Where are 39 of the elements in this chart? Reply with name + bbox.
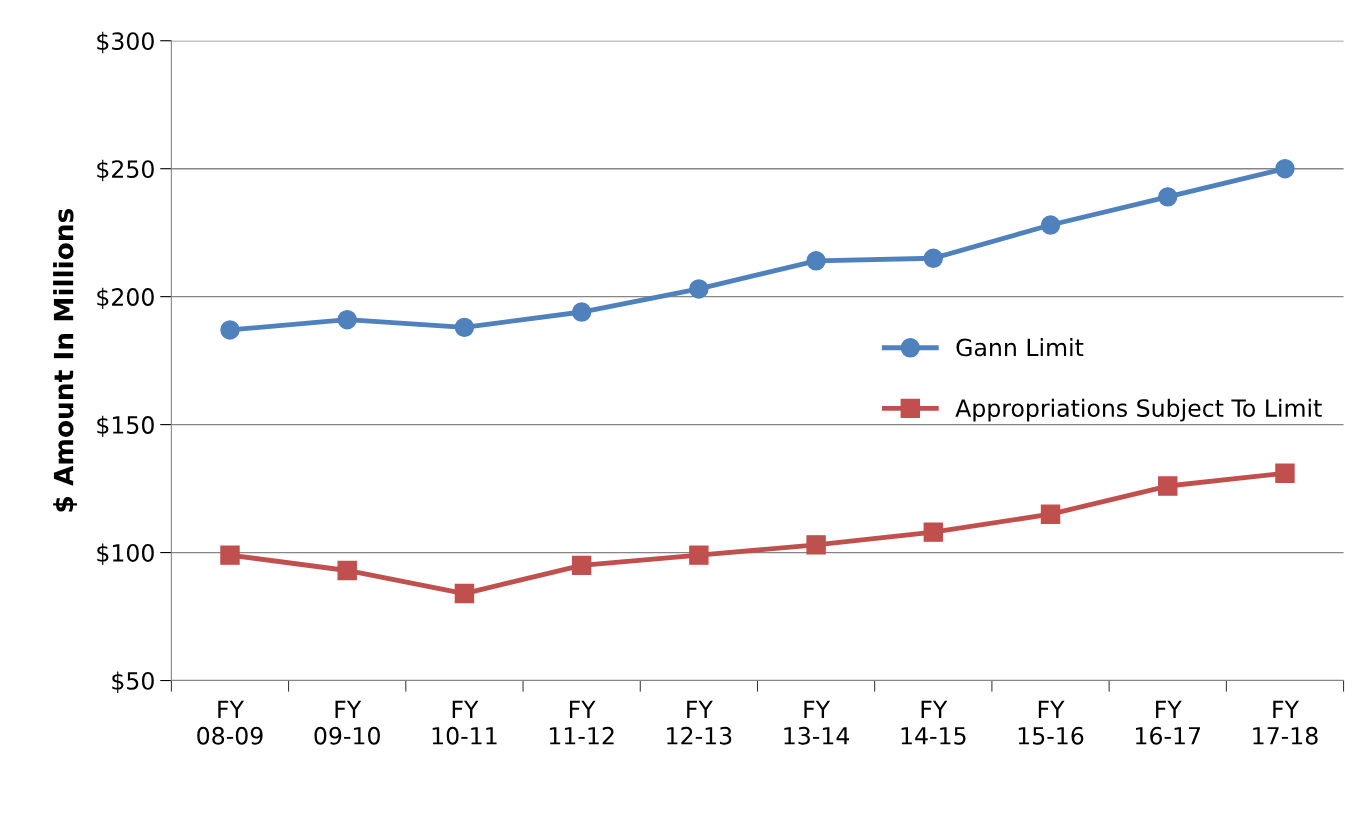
legend-label: Appropriations Subject To Limit xyxy=(955,398,1322,422)
point xyxy=(1275,463,1295,483)
point xyxy=(689,545,709,565)
y-tick-label: $150 xyxy=(97,415,154,438)
point xyxy=(1158,187,1178,207)
point xyxy=(571,302,592,322)
point xyxy=(1040,504,1061,524)
point xyxy=(571,555,592,576)
point xyxy=(220,320,240,340)
x-tick-label: FY 10-11 xyxy=(432,700,497,745)
point xyxy=(337,560,357,581)
point xyxy=(806,251,826,271)
point xyxy=(806,535,826,555)
x-tick-label: FY 08-09 xyxy=(197,700,263,745)
legend-label: Gann Limit xyxy=(956,338,1084,357)
point xyxy=(923,248,944,268)
y-tick-label: $300 xyxy=(97,31,154,54)
x-tick-label: FY 16-17 xyxy=(1136,700,1201,745)
point xyxy=(337,309,357,330)
point xyxy=(1275,158,1295,179)
y-tick-label: $250 xyxy=(97,159,154,182)
x-tick-label: FY 11-12 xyxy=(549,700,614,745)
point xyxy=(1158,476,1178,496)
point xyxy=(220,545,240,565)
point xyxy=(454,317,475,338)
point xyxy=(923,522,944,542)
x-tick-label: FY 09-10 xyxy=(314,700,380,745)
y-axis-title: $ Amount In Millions xyxy=(53,208,78,512)
y-tick-label: $100 xyxy=(97,543,154,566)
x-tick-label: FY 15-16 xyxy=(1018,700,1084,745)
x-tick-label: FY 12-13 xyxy=(667,700,732,745)
x-tick-label: FY 14-15 xyxy=(901,700,966,745)
x-tick-label: FY 13-14 xyxy=(784,700,850,745)
point xyxy=(454,583,475,604)
y-tick-label: $50 xyxy=(112,671,154,693)
point xyxy=(689,279,709,299)
point xyxy=(1040,215,1061,235)
x-tick-label: FY 17-18 xyxy=(1253,700,1318,745)
y-tick-label: $200 xyxy=(97,287,154,310)
